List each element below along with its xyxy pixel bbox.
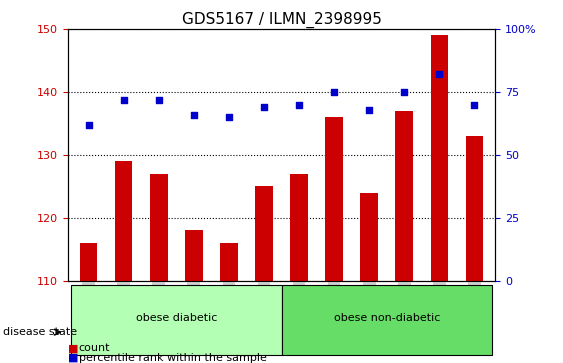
Bar [185,231,203,281]
Point [400,89,409,95]
FancyBboxPatch shape [71,285,282,355]
Point [189,112,198,118]
Point [260,104,269,110]
Bar [80,243,97,281]
Text: obese non-diabetic: obese non-diabetic [333,314,440,323]
Text: percentile rank within the sample: percentile rank within the sample [79,352,267,363]
Bar [431,35,448,281]
FancyBboxPatch shape [282,285,492,355]
Bar [255,186,272,281]
Point [294,102,303,107]
Bar [220,243,238,281]
Point [435,72,444,77]
Text: ■: ■ [68,352,78,363]
Point [365,107,374,113]
Text: ■: ■ [68,343,78,354]
Bar [360,193,378,281]
Point [470,102,479,107]
Text: obese diabetic: obese diabetic [136,314,217,323]
Text: disease state: disease state [3,327,77,337]
Text: count: count [79,343,110,354]
Bar [466,136,483,281]
Point [119,97,128,102]
Point [225,114,234,120]
Point [84,122,93,127]
Point [329,89,338,95]
Bar [150,174,168,281]
Bar [325,117,343,281]
Point [154,97,163,102]
Bar [291,174,308,281]
Title: GDS5167 / ILMN_2398995: GDS5167 / ILMN_2398995 [181,12,382,28]
Bar [395,111,413,281]
Bar [115,161,132,281]
